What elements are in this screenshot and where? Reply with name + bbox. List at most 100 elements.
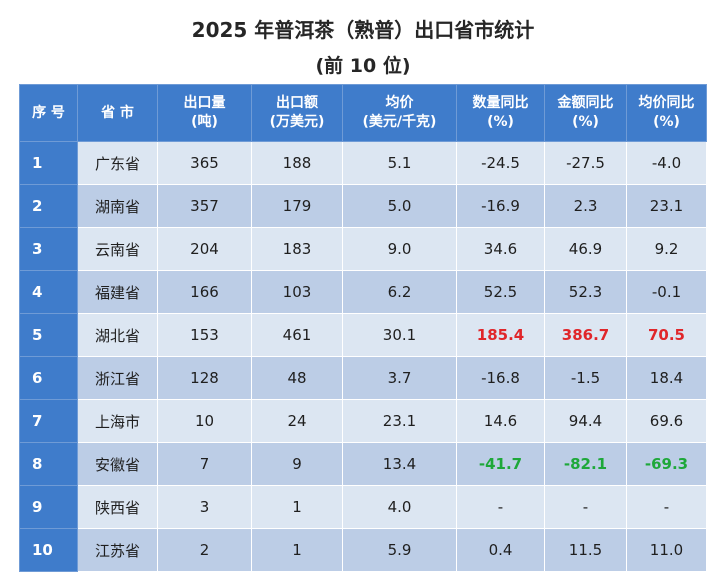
cell-rank: 7 xyxy=(19,399,78,443)
cell-volume: 357 xyxy=(157,184,252,228)
header-volume-yoy: 数量同比 (%) xyxy=(456,84,545,142)
cell-value: 103 xyxy=(251,270,343,314)
cell-province: 云南省 xyxy=(77,227,158,271)
cell-value: 188 xyxy=(251,141,343,185)
cell-volume-yoy: 185.4 xyxy=(456,313,545,357)
cell-price-yoy: 11.0 xyxy=(626,528,707,572)
cell-volume: 166 xyxy=(157,270,252,314)
header-volume-yoy-unit: (%) xyxy=(487,114,514,130)
cell-volume: 204 xyxy=(157,227,252,271)
table-row: 8 安徽省 7 9 13.4 -41.7 -82.1 -69.3 xyxy=(19,442,707,486)
cell-price-yoy: 70.5 xyxy=(626,313,707,357)
cell-volume: 3 xyxy=(157,485,252,529)
header-rank-label: 序 号 xyxy=(32,104,65,121)
cell-volume-yoy: 14.6 xyxy=(456,399,545,443)
cell-price: 23.1 xyxy=(342,399,457,443)
cell-province: 陕西省 xyxy=(77,485,158,529)
cell-price-yoy: -4.0 xyxy=(626,141,707,185)
cell-province: 江苏省 xyxy=(77,528,158,572)
cell-price-yoy: -69.3 xyxy=(626,442,707,486)
table-row: 10 江苏省 2 1 5.9 0.4 11.5 11.0 xyxy=(19,528,707,572)
cell-province: 上海市 xyxy=(77,399,158,443)
header-value-label: 出口额 xyxy=(276,95,318,111)
cell-value: 1 xyxy=(251,528,343,572)
header-price-yoy-unit: (%) xyxy=(653,114,680,130)
cell-volume-yoy: 52.5 xyxy=(456,270,545,314)
cell-volume: 128 xyxy=(157,356,252,400)
cell-value: 461 xyxy=(251,313,343,357)
cell-volume-yoy: -16.9 xyxy=(456,184,545,228)
header-volume-unit: (吨) xyxy=(191,114,218,130)
table-row: 7 上海市 10 24 23.1 14.6 94.4 69.6 xyxy=(19,399,707,443)
table-row: 6 浙江省 128 48 3.7 -16.8 -1.5 18.4 xyxy=(19,356,707,400)
cell-price: 13.4 xyxy=(342,442,457,486)
cell-value-yoy: 52.3 xyxy=(544,270,627,314)
cell-price: 5.9 xyxy=(342,528,457,572)
header-rank: 序 号 xyxy=(19,84,78,142)
cell-province: 浙江省 xyxy=(77,356,158,400)
header-province: 省 市 xyxy=(77,84,158,142)
header-value-yoy-label: 金额同比 xyxy=(557,95,614,111)
cell-volume-yoy: 0.4 xyxy=(456,528,545,572)
cell-value-yoy: -1.5 xyxy=(544,356,627,400)
cell-rank: 6 xyxy=(19,356,78,400)
cell-volume: 365 xyxy=(157,141,252,185)
header-value-yoy-unit: (%) xyxy=(572,114,599,130)
table-row: 5 湖北省 153 461 30.1 185.4 386.7 70.5 xyxy=(19,313,707,357)
header-volume: 出口量 (吨) xyxy=(157,84,252,142)
cell-value: 9 xyxy=(251,442,343,486)
header-price: 均价 (美元/千克) xyxy=(342,84,457,142)
table-row: 4 福建省 166 103 6.2 52.5 52.3 -0.1 xyxy=(19,270,707,314)
cell-volume-yoy: -41.7 xyxy=(456,442,545,486)
page-title: 2025 年普洱茶（熟普）出口省市统计 xyxy=(191,18,535,42)
cell-price-yoy: 9.2 xyxy=(626,227,707,271)
header-volume-yoy-label: 数量同比 xyxy=(472,95,529,111)
page-subtitle: (前 10 位) xyxy=(315,55,411,77)
cell-value: 179 xyxy=(251,184,343,228)
cell-province: 福建省 xyxy=(77,270,158,314)
cell-price: 5.1 xyxy=(342,141,457,185)
cell-price-yoy: 69.6 xyxy=(626,399,707,443)
cell-value: 48 xyxy=(251,356,343,400)
cell-volume: 10 xyxy=(157,399,252,443)
cell-value-yoy: - xyxy=(544,485,627,529)
cell-price-yoy: -0.1 xyxy=(626,270,707,314)
cell-rank: 8 xyxy=(19,442,78,486)
header-value: 出口额 (万美元) xyxy=(251,84,343,142)
header-value-unit: (万美元) xyxy=(269,114,325,130)
cell-province: 安徽省 xyxy=(77,442,158,486)
table-row: 2 湖南省 357 179 5.0 -16.9 2.3 23.1 xyxy=(19,184,707,228)
cell-value-yoy: 94.4 xyxy=(544,399,627,443)
table-header-row: 序 号 省 市 出口量 (吨) 出口额 (万美元) 均价 (美元/千克) 数量同… xyxy=(19,84,707,142)
cell-value-yoy: -27.5 xyxy=(544,141,627,185)
header-volume-label: 出口量 xyxy=(183,95,226,111)
cell-province: 广东省 xyxy=(77,141,158,185)
table-row: 1 广东省 365 188 5.1 -24.5 -27.5 -4.0 xyxy=(19,141,707,185)
cell-volume-yoy: 34.6 xyxy=(456,227,545,271)
header-price-yoy-label: 均价同比 xyxy=(638,95,695,111)
cell-rank: 10 xyxy=(19,528,78,572)
cell-price: 5.0 xyxy=(342,184,457,228)
header-price-unit: (美元/千克) xyxy=(362,114,437,130)
header-price-yoy: 均价同比 (%) xyxy=(626,84,707,142)
cell-value: 24 xyxy=(251,399,343,443)
cell-rank: 5 xyxy=(19,313,78,357)
cell-price: 6.2 xyxy=(342,270,457,314)
cell-volume: 153 xyxy=(157,313,252,357)
cell-price-yoy: 18.4 xyxy=(626,356,707,400)
cell-price: 30.1 xyxy=(342,313,457,357)
cell-value: 183 xyxy=(251,227,343,271)
cell-value-yoy: 386.7 xyxy=(544,313,627,357)
cell-price-yoy: 23.1 xyxy=(626,184,707,228)
cell-value-yoy: 2.3 xyxy=(544,184,627,228)
cell-rank: 2 xyxy=(19,184,78,228)
cell-value-yoy: -82.1 xyxy=(544,442,627,486)
cell-volume-yoy: -24.5 xyxy=(456,141,545,185)
header-province-label: 省 市 xyxy=(101,104,134,121)
cell-province: 湖北省 xyxy=(77,313,158,357)
cell-rank: 9 xyxy=(19,485,78,529)
cell-volume-yoy: -16.8 xyxy=(456,356,545,400)
cell-volume: 7 xyxy=(157,442,252,486)
cell-value: 1 xyxy=(251,485,343,529)
cell-value-yoy: 11.5 xyxy=(544,528,627,572)
